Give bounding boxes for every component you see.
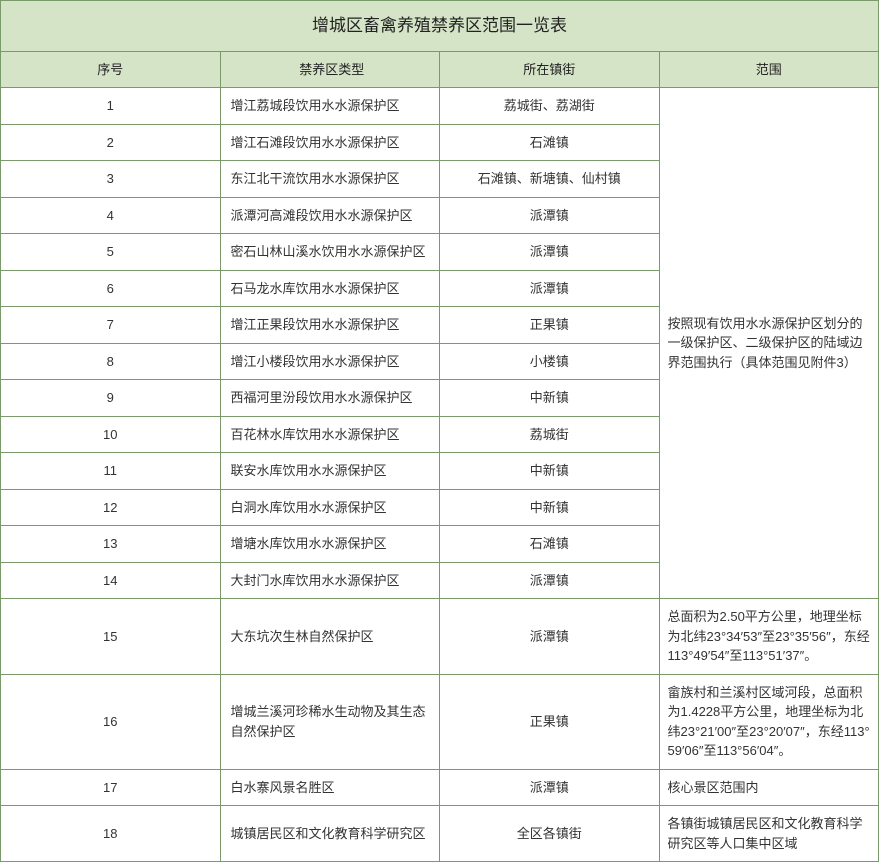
header-seq: 序号 [1, 51, 221, 88]
cell-seq: 8 [1, 343, 221, 380]
cell-town: 石滩镇 [440, 124, 660, 161]
cell-seq: 18 [1, 806, 221, 862]
cell-seq: 5 [1, 234, 221, 271]
cell-type: 百花林水库饮用水水源保护区 [220, 416, 440, 453]
cell-town: 荔城街 [440, 416, 660, 453]
header-scope: 范围 [659, 51, 879, 88]
cell-town: 全区各镇街 [440, 806, 660, 862]
cell-type: 增塘水库饮用水水源保护区 [220, 526, 440, 563]
cell-type: 派潭河高滩段饮用水水源保护区 [220, 197, 440, 234]
cell-seq: 10 [1, 416, 221, 453]
table-row: 16 增城兰溪河珍稀水生动物及其生态自然保护区 正果镇 畲族村和兰溪村区域河段，… [1, 674, 879, 769]
cell-type: 石马龙水库饮用水水源保护区 [220, 270, 440, 307]
header-row: 序号 禁养区类型 所在镇街 范围 [1, 51, 879, 88]
cell-town: 中新镇 [440, 489, 660, 526]
cell-seq: 14 [1, 562, 221, 599]
title-row: 增城区畜禽养殖禁养区范围一览表 [1, 1, 879, 52]
cell-scope-merged: 按照现有饮用水水源保护区划分的一级保护区、二级保护区的陆域边界范围执行（具体范围… [659, 88, 879, 599]
prohibited-zone-table: 增城区畜禽养殖禁养区范围一览表 序号 禁养区类型 所在镇街 范围 1 增江荔城段… [0, 0, 879, 862]
cell-seq: 11 [1, 453, 221, 490]
cell-town: 派潭镇 [440, 234, 660, 271]
cell-town: 派潭镇 [440, 769, 660, 806]
cell-seq: 6 [1, 270, 221, 307]
table-row: 17 白水寨风景名胜区 派潭镇 核心景区范围内 [1, 769, 879, 806]
cell-town: 正果镇 [440, 307, 660, 344]
cell-type: 东江北干流饮用水水源保护区 [220, 161, 440, 198]
cell-seq: 13 [1, 526, 221, 563]
cell-town: 派潭镇 [440, 270, 660, 307]
cell-scope: 各镇街城镇居民区和文化教育科学研究区等人口集中区域 [659, 806, 879, 862]
table-row: 1 增江荔城段饮用水水源保护区 荔城街、荔湖街 按照现有饮用水水源保护区划分的一… [1, 88, 879, 125]
cell-seq: 4 [1, 197, 221, 234]
cell-town: 石滩镇、新塘镇、仙村镇 [440, 161, 660, 198]
cell-seq: 9 [1, 380, 221, 417]
cell-type: 增城兰溪河珍稀水生动物及其生态自然保护区 [220, 674, 440, 769]
cell-seq: 17 [1, 769, 221, 806]
cell-town: 中新镇 [440, 380, 660, 417]
cell-type: 白水寨风景名胜区 [220, 769, 440, 806]
cell-scope: 核心景区范围内 [659, 769, 879, 806]
header-town: 所在镇街 [440, 51, 660, 88]
cell-type: 增江小楼段饮用水水源保护区 [220, 343, 440, 380]
cell-seq: 7 [1, 307, 221, 344]
cell-seq: 2 [1, 124, 221, 161]
cell-town: 小楼镇 [440, 343, 660, 380]
cell-type: 增江正果段饮用水水源保护区 [220, 307, 440, 344]
cell-type: 大封门水库饮用水水源保护区 [220, 562, 440, 599]
cell-town: 石滩镇 [440, 526, 660, 563]
cell-type: 密石山林山溪水饮用水水源保护区 [220, 234, 440, 271]
cell-seq: 1 [1, 88, 221, 125]
cell-type: 增江石滩段饮用水水源保护区 [220, 124, 440, 161]
cell-town: 中新镇 [440, 453, 660, 490]
cell-scope: 畲族村和兰溪村区域河段，总面积为1.4228平方公里，地理坐标为北纬23°21′… [659, 674, 879, 769]
cell-type: 城镇居民区和文化教育科学研究区 [220, 806, 440, 862]
cell-scope: 总面积为2.50平方公里，地理坐标为北纬23°34′53″至23°35′56″，… [659, 599, 879, 675]
header-type: 禁养区类型 [220, 51, 440, 88]
cell-type: 大东坑次生林自然保护区 [220, 599, 440, 675]
cell-type: 白洞水库饮用水水源保护区 [220, 489, 440, 526]
cell-town: 派潭镇 [440, 197, 660, 234]
table-row: 18 城镇居民区和文化教育科学研究区 全区各镇街 各镇街城镇居民区和文化教育科学… [1, 806, 879, 862]
cell-type: 西福河里汾段饮用水水源保护区 [220, 380, 440, 417]
cell-seq: 12 [1, 489, 221, 526]
table-row: 15 大东坑次生林自然保护区 派潭镇 总面积为2.50平方公里，地理坐标为北纬2… [1, 599, 879, 675]
cell-town: 荔城街、荔湖街 [440, 88, 660, 125]
table-title: 增城区畜禽养殖禁养区范围一览表 [1, 1, 879, 52]
cell-seq: 3 [1, 161, 221, 198]
cell-town: 正果镇 [440, 674, 660, 769]
cell-type: 联安水库饮用水水源保护区 [220, 453, 440, 490]
cell-type: 增江荔城段饮用水水源保护区 [220, 88, 440, 125]
cell-town: 派潭镇 [440, 562, 660, 599]
cell-seq: 16 [1, 674, 221, 769]
cell-seq: 15 [1, 599, 221, 675]
cell-town: 派潭镇 [440, 599, 660, 675]
